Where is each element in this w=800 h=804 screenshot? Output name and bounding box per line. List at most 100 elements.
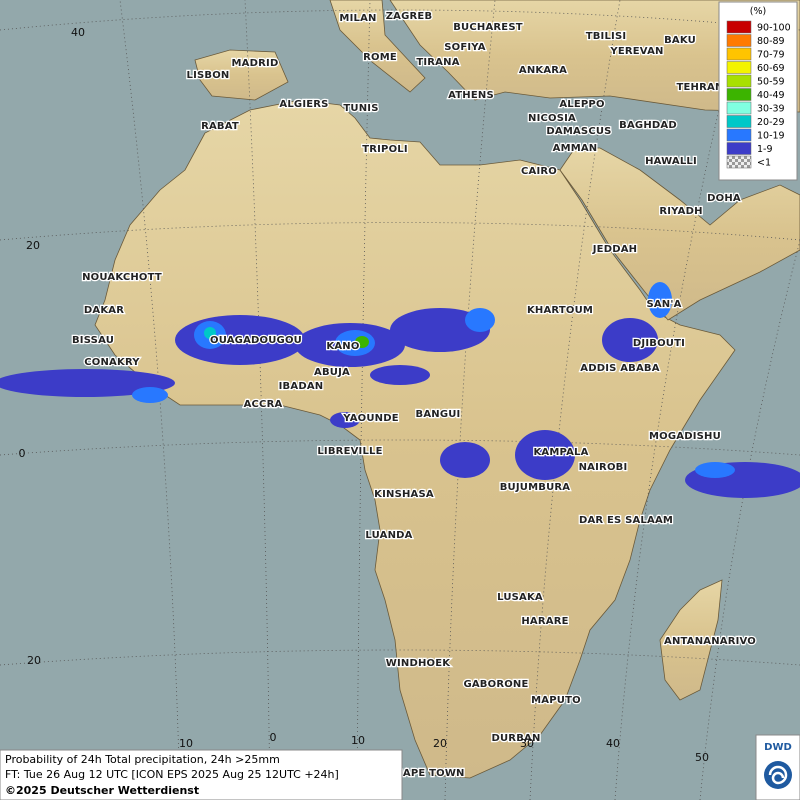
legend-label: <1 xyxy=(757,158,771,169)
city-label: LISBON xyxy=(187,70,230,81)
city-label: ALGIERS xyxy=(279,99,328,110)
city-label: KANO xyxy=(326,341,359,352)
legend-swatch xyxy=(726,74,752,88)
legend-label: 20-29 xyxy=(757,117,785,128)
city-label: GABORONE xyxy=(463,679,528,690)
city-label: SOFIYA xyxy=(444,42,486,53)
graticule-label: 0 xyxy=(19,447,26,460)
city-label: CAIRO xyxy=(521,166,557,177)
city-label: AMMAN xyxy=(553,143,598,154)
city-label: TEHRAN xyxy=(676,82,723,93)
legend-swatch xyxy=(726,128,752,142)
legend-swatch xyxy=(726,101,752,115)
city-label: BAKU xyxy=(664,35,696,46)
city-label: HARARE xyxy=(521,616,568,627)
legend-label: 70-79 xyxy=(757,50,785,61)
city-label: LUANDA xyxy=(365,530,412,541)
graticule-label: 20 xyxy=(26,239,40,252)
land xyxy=(94,0,800,779)
legend-swatch xyxy=(726,34,752,47)
graticule-label: 50 xyxy=(695,751,709,764)
graticule-label: 20 xyxy=(433,737,447,750)
graticule-label: 40 xyxy=(71,26,85,39)
footer-line: ©2025 Deutscher Wetterdienst xyxy=(5,784,199,797)
graticule-labels: 40 20 0 20 10 0 10 20 30 40 50 xyxy=(19,26,710,764)
city-label: TBILISI xyxy=(586,31,627,42)
city-label: TIRANA xyxy=(416,57,459,68)
legend-swatch xyxy=(726,115,752,128)
city-label: DAKAR xyxy=(84,305,124,316)
city-label: KHARTOUM xyxy=(527,305,593,316)
graticule-label: 40 xyxy=(606,737,620,750)
city-label: YAOUNDE xyxy=(342,413,399,424)
footer-box xyxy=(0,749,403,801)
legend-label: 30-39 xyxy=(757,104,785,115)
legend-swatch xyxy=(726,155,752,169)
city-label: CAPE TOWN xyxy=(395,768,464,779)
graticule-label: 0 xyxy=(270,731,277,744)
city-label: LIBREVILLE xyxy=(317,446,382,457)
graticule-label: 10 xyxy=(351,734,365,747)
city-label: YEREVAN xyxy=(609,46,663,57)
city-label: NOUAKCHOTT xyxy=(82,272,162,283)
city-label: MAPUTO xyxy=(531,695,581,706)
graticule-label: 10 xyxy=(179,737,193,750)
legend-label: 80-89 xyxy=(757,36,785,47)
logo-icon xyxy=(764,761,792,789)
city-label: RIYADH xyxy=(659,206,702,217)
legend-swatch xyxy=(726,47,752,61)
city-label: TRIPOLI xyxy=(362,144,408,155)
city-label: BISSAU xyxy=(72,335,114,346)
city-label: ANTANANARIVO xyxy=(664,636,756,647)
city-label: ACCRA xyxy=(244,399,283,410)
legend-swatch xyxy=(726,61,752,74)
city-label: HAWALLI xyxy=(645,156,697,167)
city-label: ZAGREB xyxy=(386,11,433,22)
city-label: WINDHOEK xyxy=(386,658,452,669)
legend-label: 10-19 xyxy=(757,131,785,142)
city-label: DOHA xyxy=(707,193,741,204)
logo: DWD xyxy=(755,734,800,801)
city-label: JEDDAH xyxy=(592,244,637,255)
footer: Probability of 24h Total precipitation, … xyxy=(0,749,403,801)
footer-line: FT: Tue 26 Aug 12 UTC [ICON EPS 2025 Aug… xyxy=(5,768,339,781)
city-label: DAMASCUS xyxy=(546,126,611,137)
city-label: MOGADISHU xyxy=(649,431,721,442)
legend-label: 40-49 xyxy=(757,90,785,101)
city-label: OUAGADOUGOU xyxy=(210,335,302,346)
city-label: KINSHASA xyxy=(374,489,434,500)
city-label: CONAKRY xyxy=(84,357,140,368)
city-label: RABAT xyxy=(201,121,239,132)
legend-label: 1-9 xyxy=(757,144,773,155)
legend: (%) 90-100 80-89 70-79 60-69 50-59 40-49 30-39… xyxy=(718,1,798,181)
city-label: BAGHDAD xyxy=(619,120,677,131)
legend-title: (%) xyxy=(750,6,766,17)
footer-line: Probability of 24h Total precipitation, … xyxy=(5,753,280,766)
city-label: SAN'A xyxy=(646,299,681,310)
logo-swirl xyxy=(768,765,788,785)
city-label: DURBAN xyxy=(491,733,540,744)
city-label: DAR ES SALAAM xyxy=(579,515,673,526)
city-label: NAIROBI xyxy=(579,462,628,473)
city-label: BUJUMBURA xyxy=(500,482,571,493)
logo-text: DWD xyxy=(764,742,792,753)
city-label: ROME xyxy=(363,52,397,63)
city-label: ALEPPO xyxy=(559,99,604,110)
city-labels: MILAN ZAGREB BUCHAREST SOFIYA TBILISI BAKUYER… xyxy=(71,10,757,781)
graticule-label: 20 xyxy=(27,654,41,667)
city-label: ABUJA xyxy=(314,367,350,378)
legend-swatch xyxy=(726,142,752,155)
city-label: BANGUI xyxy=(416,409,461,420)
city-label: DJIBOUTI xyxy=(633,338,685,349)
city-label: ADDIS ABABA xyxy=(580,363,659,374)
city-label: TUNIS xyxy=(343,103,378,114)
legend-swatch xyxy=(726,20,752,34)
legend-label: 60-69 xyxy=(757,63,785,74)
city-label: NICOSIA xyxy=(528,113,576,124)
city-label: IBADAN xyxy=(279,381,324,392)
city-label: MILAN xyxy=(339,13,376,24)
city-label: BUCHAREST xyxy=(453,22,523,33)
legend-swatch xyxy=(726,88,752,101)
city-label: KAMPALA xyxy=(533,447,588,458)
